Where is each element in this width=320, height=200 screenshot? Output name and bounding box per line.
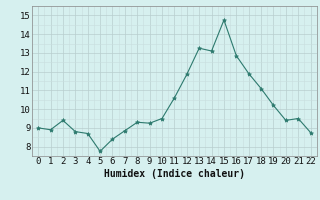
X-axis label: Humidex (Indice chaleur): Humidex (Indice chaleur) xyxy=(104,169,245,179)
